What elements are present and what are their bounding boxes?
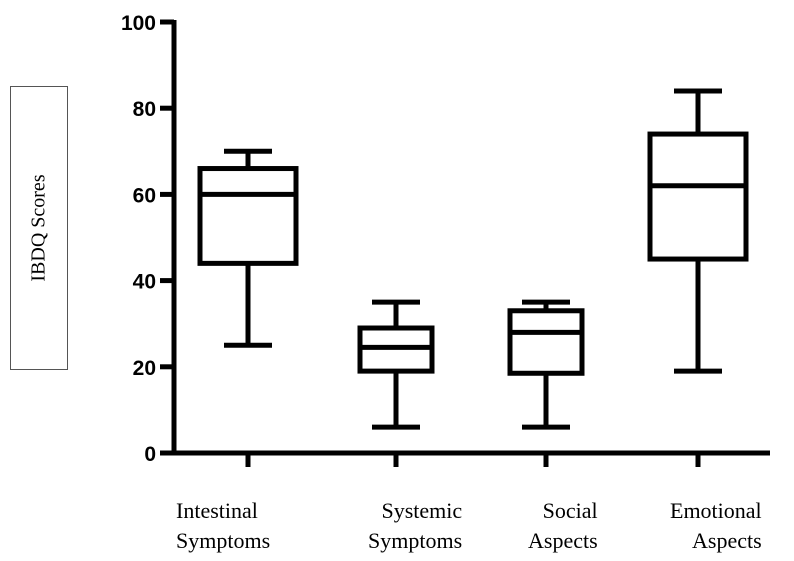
box-3 xyxy=(507,299,585,430)
category-label-intestinal-symptoms: Intestinal Symptoms xyxy=(176,496,270,556)
category-label-line1: Social xyxy=(542,498,598,523)
iqr-box xyxy=(507,308,585,376)
category-label-line1: Systemic xyxy=(381,498,463,523)
y-tick-label: 100 xyxy=(121,12,156,35)
category-label-emotional-aspects: Emotional Aspects xyxy=(670,496,762,556)
y-tick-label: 0 xyxy=(144,443,156,466)
box-4 xyxy=(647,88,749,374)
category-label-line2: Symptoms xyxy=(368,528,463,553)
category-label-line1: Intestinal xyxy=(176,498,258,523)
category-label-line2: Aspects xyxy=(528,528,598,553)
iqr-box xyxy=(647,131,749,262)
category-label-line2: Symptoms xyxy=(176,528,271,553)
y-tick-label: 40 xyxy=(133,271,156,294)
y-tick-label: 60 xyxy=(133,184,156,207)
category-label-line1: Emotional xyxy=(670,498,762,523)
box-2 xyxy=(357,299,435,430)
box-series xyxy=(197,88,749,430)
category-label-line2: Aspects xyxy=(692,528,762,553)
y-tick-label: 20 xyxy=(133,357,156,380)
category-label-social-aspects: Social Aspects xyxy=(528,496,598,556)
axes xyxy=(171,20,770,467)
iqr-box xyxy=(197,166,299,266)
y-tick-label: 80 xyxy=(133,98,156,121)
y-axis-label-box: IBDQ Scores xyxy=(10,86,68,370)
y-axis-label: IBDQ Scores xyxy=(27,174,50,282)
box-1 xyxy=(197,148,299,348)
category-label-systemic-symptoms: Systemic Symptoms xyxy=(368,496,462,556)
y-axis-ticks: 0 20 40 60 80 100 xyxy=(121,12,174,466)
